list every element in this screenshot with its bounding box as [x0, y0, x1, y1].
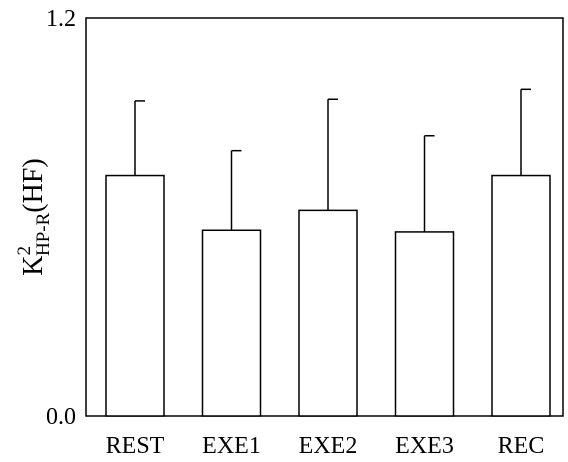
y-tick-label-1: 1.2 [46, 6, 76, 32]
x-tick-labels: REST EXE1 EXE2 EXE3 REC [106, 433, 545, 459]
x-tick-label-exe2: EXE2 [299, 433, 358, 459]
y-axis-label-superscript: 2 [14, 246, 35, 256]
bar-exe2 [298, 209, 358, 417]
bar-rec [491, 174, 551, 417]
y-tick-label-0: 0.0 [46, 404, 76, 430]
bars-group [105, 174, 551, 417]
y-ticks: 0.0 1.2 [46, 6, 76, 430]
x-tick-label-exe1: EXE1 [202, 433, 261, 459]
x-tick-label-exe3: EXE3 [395, 433, 454, 459]
y-axis-label: K2HP-R(HF) [14, 158, 54, 275]
y-axis-label-base: K [18, 256, 49, 276]
bar-exe1 [201, 229, 262, 417]
error-bars-group [134, 88, 531, 232]
y-axis-label-suffix: (HF) [18, 158, 49, 212]
bar-exe3 [394, 231, 455, 417]
x-tick-label-rest: REST [106, 433, 165, 459]
bar-rest [105, 174, 165, 417]
y-axis-label-subscript: HP-R [33, 212, 54, 256]
x-tick-label-rec: REC [498, 433, 545, 459]
